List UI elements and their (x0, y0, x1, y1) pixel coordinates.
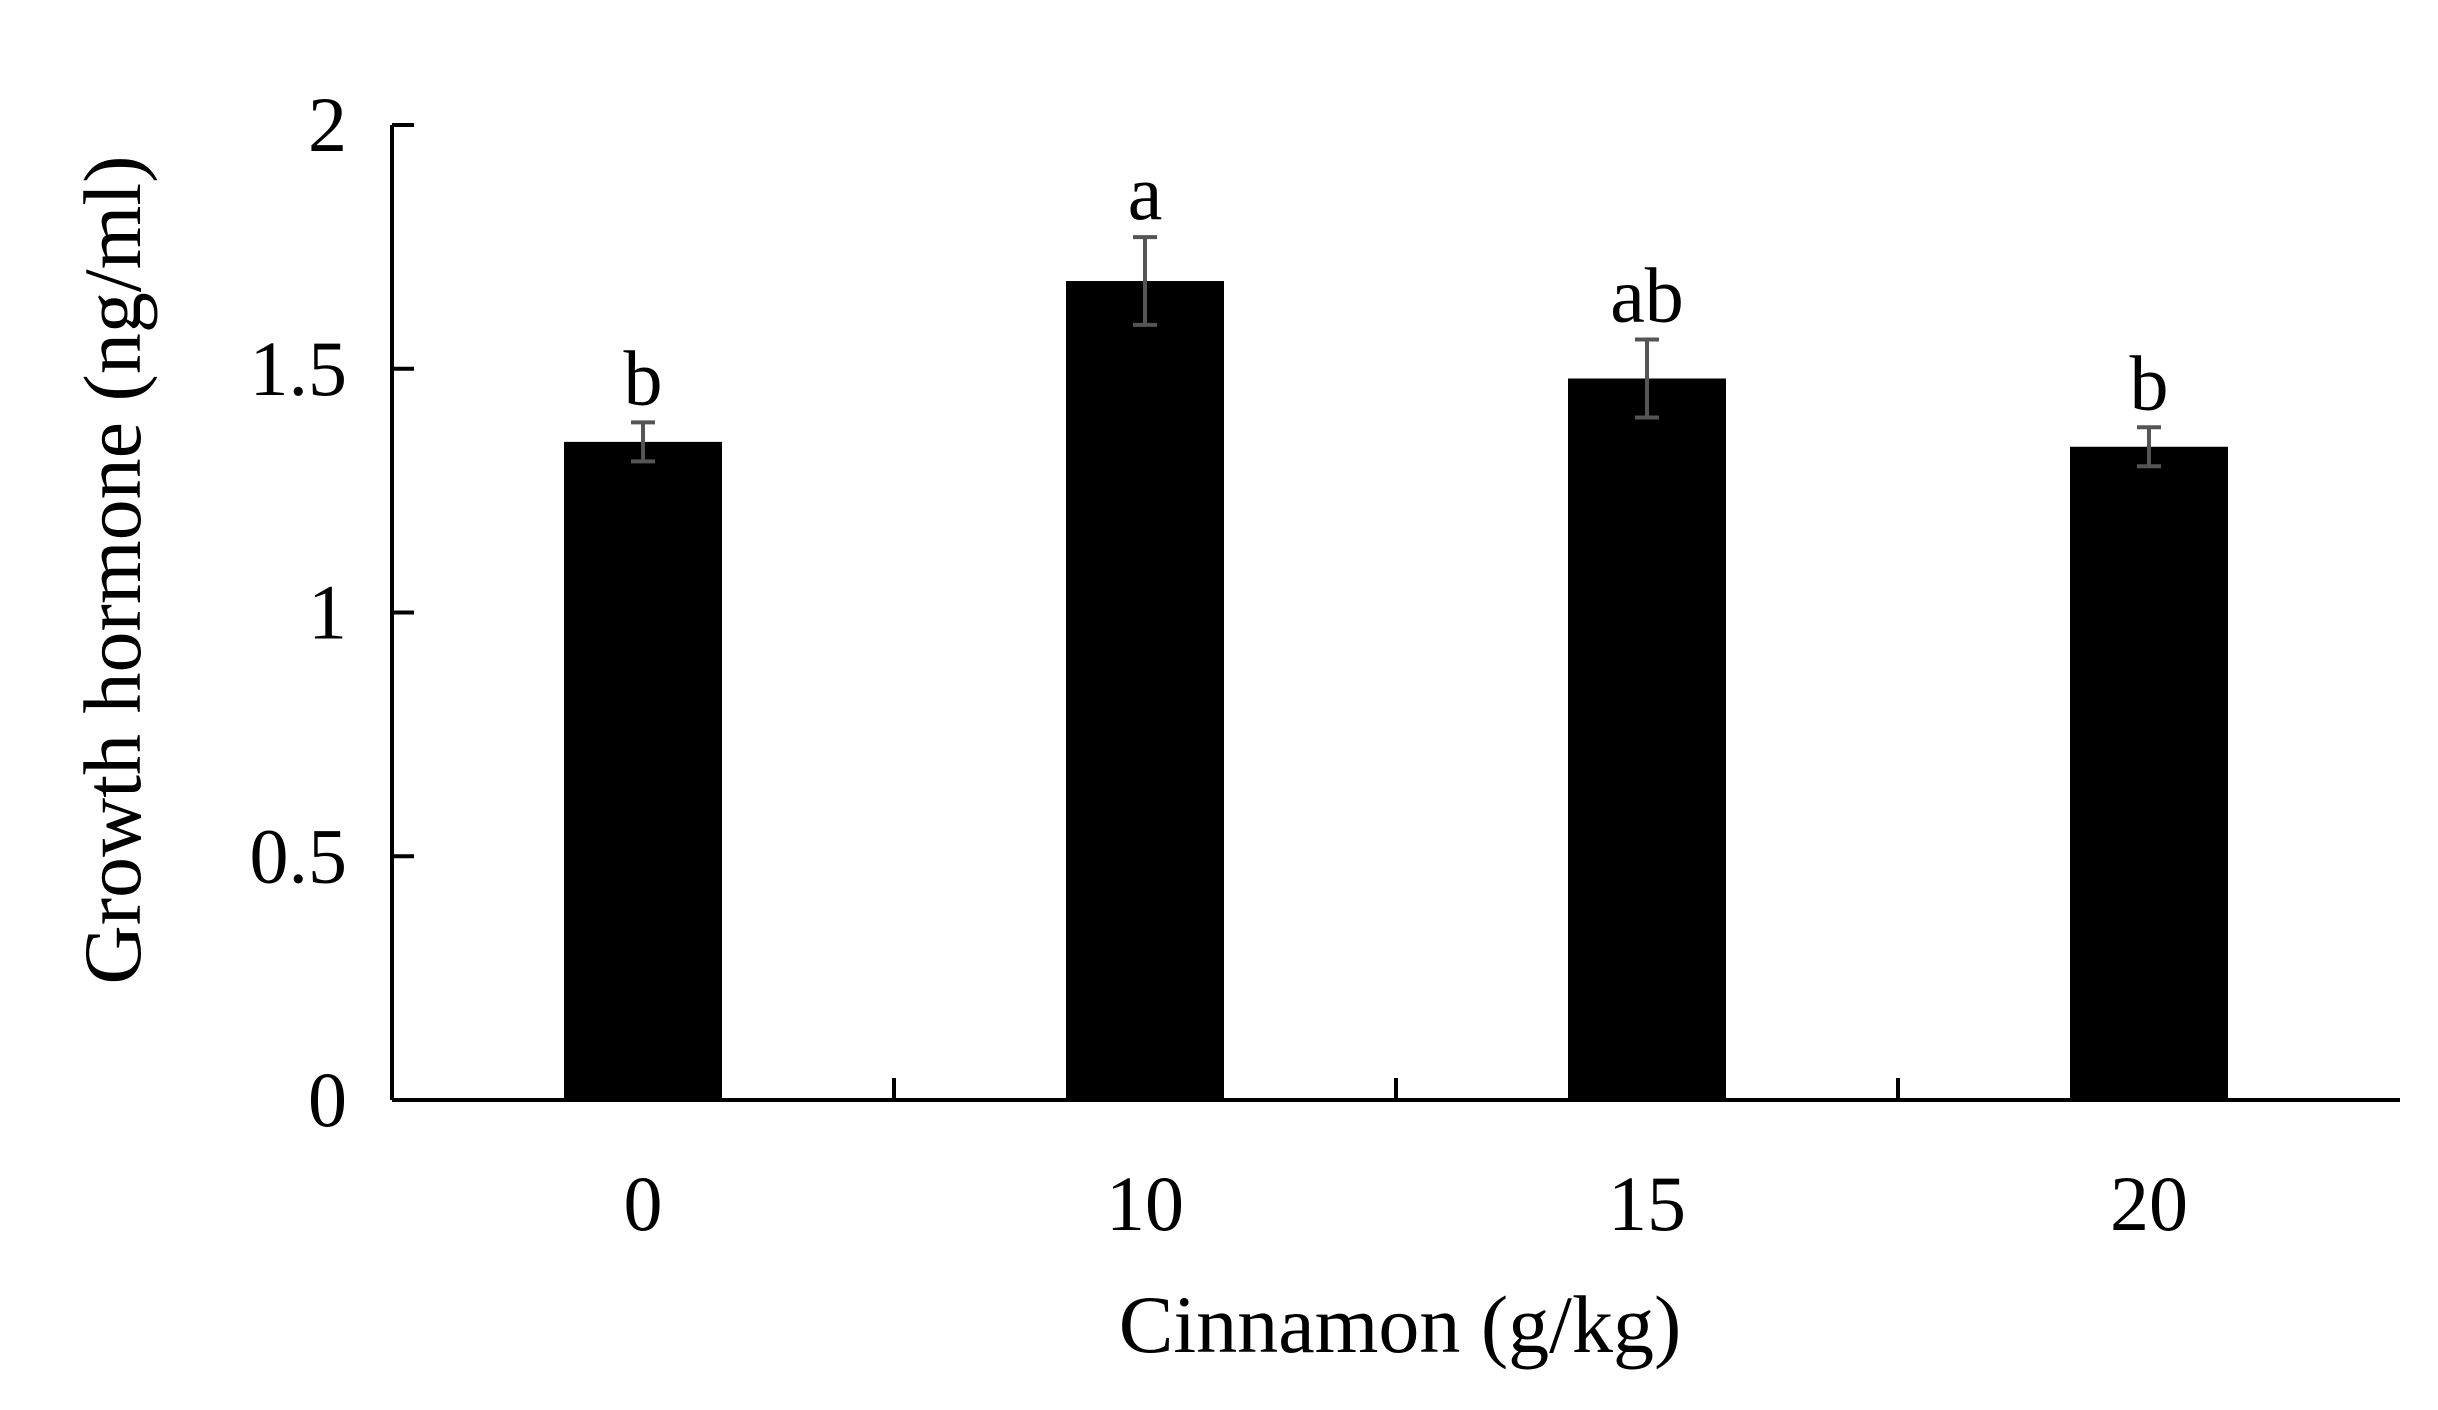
y-axis-title: Growth hormone (ng/ml) (67, 156, 158, 985)
bar-20 (2070, 446, 2228, 1100)
error-bar-10 (1133, 235, 1157, 327)
significance-label-10: a (1128, 149, 1163, 236)
x-tick-label-15: 15 (1608, 1160, 1686, 1247)
bar-0 (564, 441, 722, 1100)
error-bar-0 (631, 420, 655, 464)
x-tick-label-20: 20 (2110, 1160, 2188, 1247)
x-tick-label-10: 10 (1106, 1160, 1184, 1247)
x-tick-label-0: 0 (624, 1160, 663, 1247)
y-tick-label: 1.5 (250, 325, 348, 412)
significance-label-15: ab (1610, 252, 1684, 339)
x-axis-title: Cinnamon (g/kg) (1119, 1279, 1682, 1370)
bars (564, 281, 2228, 1100)
axes (390, 123, 2400, 1102)
y-tick-label: 0.5 (250, 812, 348, 899)
y-tick-label: 1 (308, 569, 347, 656)
significance-label-20: b (2130, 339, 2169, 426)
significance-label-0: b (624, 334, 663, 421)
y-tick-label: 0 (308, 1056, 347, 1143)
error-bar-20 (2137, 425, 2161, 469)
error-bar-15 (1635, 337, 1659, 420)
y-tick-label: 2 (308, 81, 347, 168)
bar-15 (1568, 378, 1726, 1100)
error-bars (631, 235, 2161, 469)
bar-10 (1066, 281, 1224, 1100)
